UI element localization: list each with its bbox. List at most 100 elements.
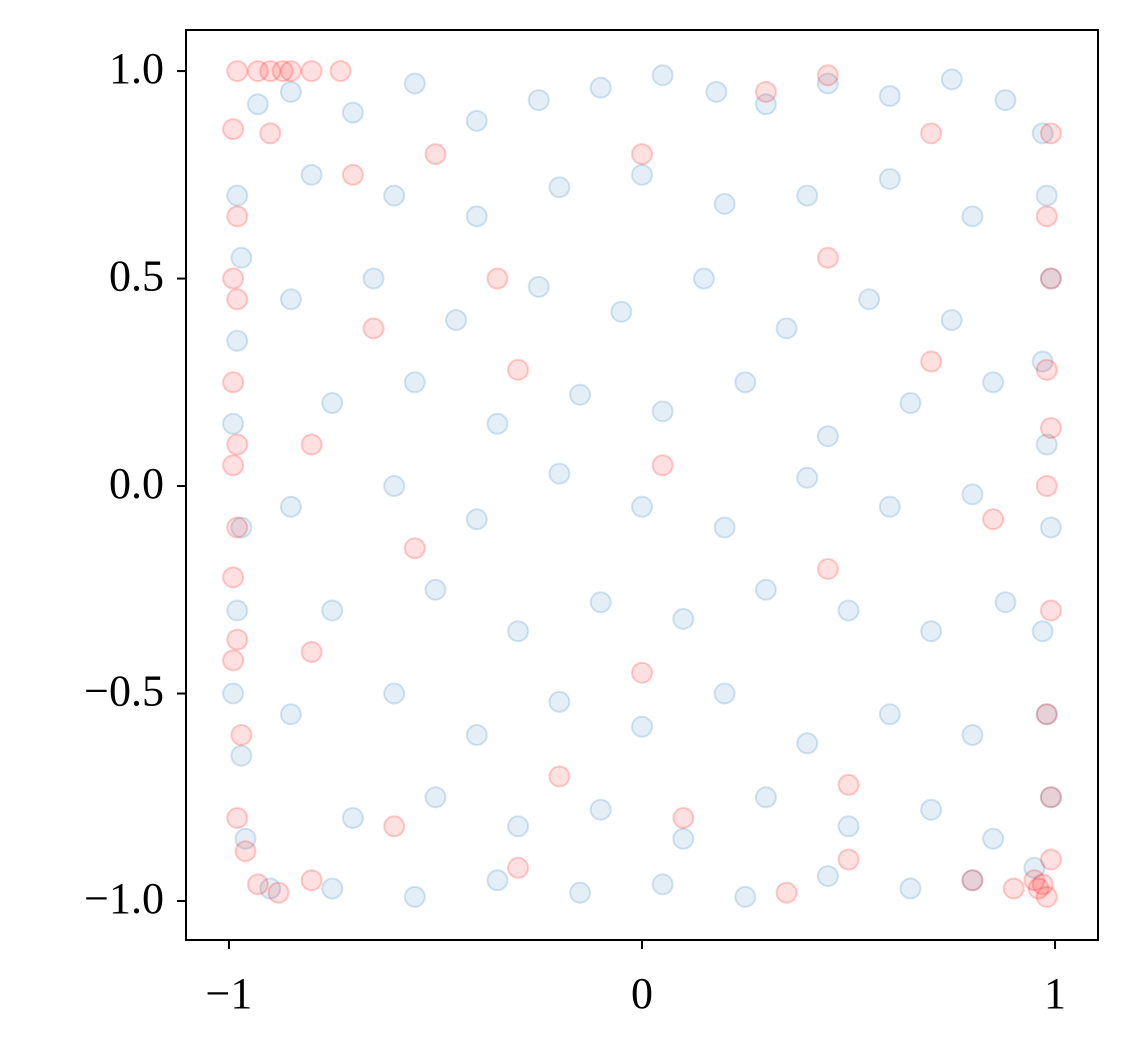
scatter-point bbox=[631, 661, 653, 684]
scatter-point bbox=[1039, 599, 1062, 622]
scatter-point bbox=[486, 412, 509, 435]
scatter-point bbox=[259, 122, 282, 145]
scatter-point bbox=[465, 205, 488, 228]
scatter-point bbox=[341, 101, 364, 124]
scatter-point bbox=[920, 620, 943, 643]
scatter-point bbox=[816, 246, 839, 269]
x-tick-label: 0 bbox=[631, 969, 653, 1018]
scatter-point bbox=[362, 267, 385, 290]
scatter-point bbox=[878, 703, 901, 726]
scatter-point bbox=[816, 558, 839, 581]
scatter-point bbox=[226, 599, 249, 622]
y-tick-label: −1.0 bbox=[84, 874, 164, 923]
scatter-point bbox=[1039, 122, 1062, 145]
scatter-point bbox=[259, 877, 282, 900]
scatter-point bbox=[816, 865, 839, 888]
scatter-point bbox=[226, 433, 249, 456]
scatter-point bbox=[1039, 267, 1062, 290]
scatter-point bbox=[651, 64, 674, 87]
scatter-point bbox=[234, 827, 257, 850]
scatter-point bbox=[445, 309, 468, 332]
scatter-point bbox=[878, 84, 901, 107]
scatter-point bbox=[692, 267, 715, 290]
scatter-point bbox=[734, 371, 757, 394]
scatter-point bbox=[816, 64, 839, 87]
scatter-point bbox=[1031, 620, 1054, 643]
scatter-point bbox=[651, 873, 674, 896]
scatter-point bbox=[672, 827, 695, 850]
scatter-point bbox=[1039, 516, 1062, 539]
scatter-point bbox=[1031, 350, 1054, 373]
scatter-point bbox=[230, 246, 253, 269]
scatter-point bbox=[230, 724, 253, 747]
scatter-point bbox=[713, 682, 736, 705]
scatter-point bbox=[631, 143, 653, 166]
scatter-point bbox=[226, 516, 249, 539]
scatter-point bbox=[222, 682, 245, 705]
scatter-point bbox=[246, 93, 269, 116]
scatter-point bbox=[383, 815, 406, 838]
scatter-point bbox=[1039, 786, 1062, 809]
scatter-point bbox=[362, 317, 385, 340]
scatter-point bbox=[816, 72, 839, 95]
scatter-point bbox=[279, 288, 302, 311]
scatter-point bbox=[796, 466, 819, 489]
scatter-point bbox=[1023, 856, 1046, 879]
scatter-point bbox=[754, 578, 777, 601]
scatter-point bbox=[465, 508, 488, 531]
scatter-point bbox=[940, 309, 963, 332]
y-tick-label: 0.0 bbox=[109, 459, 164, 508]
scatter-point bbox=[920, 122, 943, 145]
scatter-point bbox=[279, 60, 302, 83]
scatter-point bbox=[341, 807, 364, 830]
scatter-point bbox=[994, 89, 1017, 112]
scatter-point bbox=[1027, 877, 1050, 900]
scatter-point bbox=[424, 578, 447, 601]
scatter-point bbox=[424, 143, 447, 166]
scatter-point bbox=[222, 118, 245, 141]
scatter-point bbox=[424, 786, 447, 809]
scatter-point bbox=[920, 350, 943, 373]
scatter-point bbox=[754, 786, 777, 809]
scatter-point bbox=[403, 72, 426, 95]
scatter-point bbox=[300, 433, 323, 456]
scatter-point bbox=[589, 76, 612, 99]
scatter-point bbox=[271, 60, 294, 83]
scatter-point bbox=[321, 877, 344, 900]
scatter-point bbox=[631, 715, 653, 738]
scatter-point bbox=[383, 682, 406, 705]
scatter-point bbox=[940, 68, 963, 91]
scatter-point bbox=[899, 877, 922, 900]
scatter-point bbox=[222, 371, 245, 394]
scatter-point bbox=[1035, 358, 1058, 381]
scatter-point bbox=[705, 80, 728, 103]
scatter-point bbox=[837, 815, 860, 838]
scatter-point bbox=[569, 383, 592, 406]
scatter-point bbox=[403, 371, 426, 394]
scatter-point bbox=[754, 93, 777, 116]
scatter-point bbox=[226, 60, 249, 83]
scatter-point bbox=[329, 60, 352, 83]
scatter-point bbox=[507, 856, 530, 879]
scatter-point bbox=[222, 267, 245, 290]
scatter-point bbox=[341, 163, 364, 186]
scatter-point bbox=[1035, 703, 1058, 726]
scatter-point bbox=[961, 205, 984, 228]
scatter-point bbox=[589, 798, 612, 821]
scatter-point bbox=[961, 869, 984, 892]
x-tick-label: 1 bbox=[1044, 969, 1066, 1018]
scatter-point bbox=[548, 765, 571, 788]
scatter-point bbox=[713, 192, 736, 215]
scatter-point bbox=[589, 591, 612, 614]
scatter-point bbox=[527, 89, 550, 112]
scatter-point bbox=[672, 607, 695, 630]
scatter-point bbox=[837, 773, 860, 796]
y-tick-label: 0.5 bbox=[109, 252, 164, 301]
scatter-point bbox=[631, 495, 653, 518]
x-tick-label: −1 bbox=[206, 969, 253, 1018]
scatter-point bbox=[548, 176, 571, 199]
scatter-point bbox=[226, 288, 249, 311]
scatter-point bbox=[1035, 703, 1058, 726]
scatter-point bbox=[230, 744, 253, 767]
